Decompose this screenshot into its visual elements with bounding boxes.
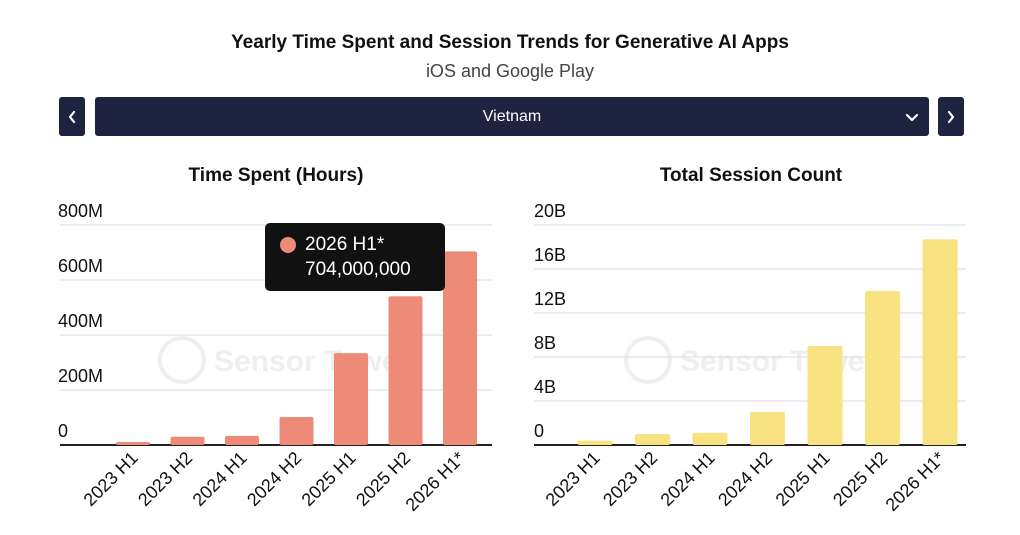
time-spent-chart: Sensor Tower 0 200M 400M 600M 800M 2023 H12023… [58, 201, 492, 515]
next-country-button[interactable] [938, 97, 964, 136]
selected-country-label: Vietnam [482, 107, 542, 125]
x-tick-label: 2026 H1* [402, 448, 469, 515]
x-tick-label: 2024 H1 [189, 448, 251, 510]
bar-2023-h1[interactable] [577, 440, 613, 445]
y-tick-label: 200M [58, 366, 103, 386]
bar-2024-h1[interactable] [225, 435, 259, 445]
bar-tooltip: 2026 H1* 704,000,000 [265, 223, 445, 291]
x-tick-label: 2023 H1 [80, 448, 142, 510]
chevron-down-icon [905, 97, 919, 136]
country-dropdown[interactable]: Vietnam [95, 97, 929, 136]
bar-2024-h2[interactable] [750, 412, 785, 445]
previous-country-button[interactable] [59, 97, 85, 136]
watermark-logo: Sensor Tower [624, 336, 876, 384]
y-tick-label: 400M [58, 311, 103, 331]
watermark-logo: Sensor Tower [158, 336, 410, 384]
y-tick-label: 16B [534, 245, 566, 265]
bar-2025-h2[interactable] [388, 296, 423, 445]
page-subtitle: iOS and Google Play [425, 61, 595, 81]
x-tick-label: 2024 H2 [243, 448, 305, 510]
tooltip-series-dot [280, 237, 296, 253]
tooltip-label: 2026 H1* [305, 234, 385, 255]
y-tick-label: 20B [534, 201, 566, 221]
chevron-left-icon [68, 110, 76, 123]
watermark-text: Sensor Tower [214, 345, 410, 378]
y-tick-label: 8B [534, 333, 556, 353]
y-tick-label: 12B [534, 289, 566, 309]
bar-2025-h2[interactable] [865, 291, 900, 445]
time-spent-chart-title: Time Spent (Hours) [188, 165, 364, 186]
bar-2023-h1[interactable] [116, 441, 150, 445]
x-tick-label: 2025 H1 [772, 448, 834, 510]
bar-2025-h1[interactable] [807, 346, 843, 445]
watermark-text: Sensor Tower [680, 345, 876, 378]
bar-2025-h1[interactable] [334, 353, 368, 445]
x-tick-label: 2023 H1 [542, 448, 604, 510]
bar-2023-h2[interactable] [170, 436, 205, 445]
x-tick-label: 2024 H1 [657, 448, 719, 510]
y-tick-label: 600M [58, 256, 103, 276]
x-tick-label: 2025 H1 [298, 448, 360, 510]
bar-2024-h2[interactable] [279, 416, 314, 445]
chevron-right-icon [947, 110, 955, 123]
bar-2024-h1[interactable] [692, 432, 728, 445]
y-tick-label: 0 [58, 421, 68, 441]
session-count-chart-title: Total Session Count [659, 165, 843, 186]
x-tick-label: 2023 H2 [599, 448, 661, 510]
bar-2026-h1-[interactable] [443, 251, 477, 445]
y-tick-label: 0 [534, 421, 544, 441]
x-tick-label: 2024 H2 [714, 448, 776, 510]
tooltip-value: 704,000,000 [305, 259, 411, 280]
bar-2026-h1-[interactable] [922, 239, 958, 445]
x-tick-label: 2026 H1* [882, 448, 949, 515]
page-title: Yearly Time Spent and Session Trends for… [231, 32, 789, 53]
y-tick-label: 800M [58, 201, 103, 221]
x-tick-label: 2023 H2 [134, 448, 196, 510]
bar-2023-h2[interactable] [635, 434, 670, 445]
y-tick-label: 4B [534, 377, 556, 397]
